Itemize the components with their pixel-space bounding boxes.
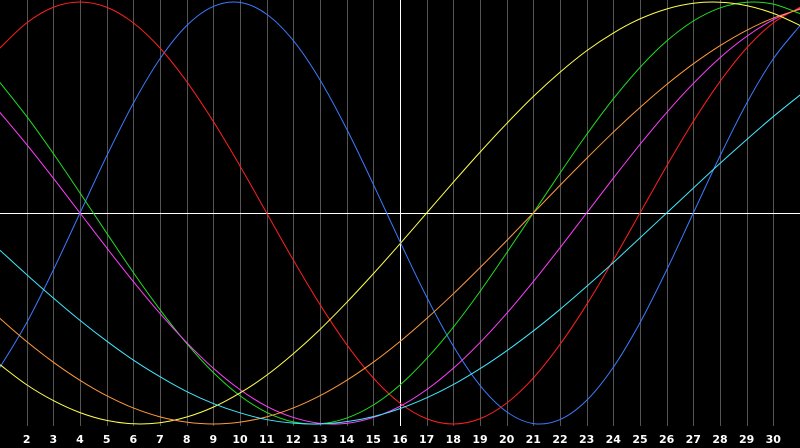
series-line-3 [0, 1, 800, 425]
x-tick-label: 30 [766, 433, 782, 446]
x-tick-label: 3 [49, 433, 57, 446]
x-tick-label: 27 [686, 433, 701, 446]
x-axis-tick-labels: 2 3 4 5 6 7 8 9 10 11 12 13 14 15 16 17 18 19 20 21 22 23 24 25… [23, 433, 781, 446]
x-tick-label: 25 [632, 433, 647, 446]
x-tick-label: 4 [76, 433, 84, 446]
x-tick-label: 12 [286, 433, 301, 446]
x-tick-label: 20 [499, 433, 515, 446]
x-tick-label: 22 [552, 433, 567, 446]
x-tick-label: 13 [312, 433, 327, 446]
x-tick-label: 26 [659, 433, 675, 446]
x-tick-label: 8 [183, 433, 191, 446]
x-tick-label: 29 [739, 433, 754, 446]
series-lines [0, 1, 800, 425]
series-line-5 [0, 1, 800, 425]
x-tick-label: 5 [103, 433, 111, 446]
x-tick-label: 23 [579, 433, 594, 446]
x-tick-label: 6 [129, 433, 137, 446]
x-tick-label: 18 [446, 433, 461, 446]
x-tick-label: 2 [23, 433, 31, 446]
series-line-7 [0, 94, 800, 425]
x-tick-label: 7 [156, 433, 164, 446]
x-tick-label: 10 [232, 433, 248, 446]
x-tick-label: 16 [392, 433, 408, 446]
x-tick-label: 11 [259, 433, 274, 446]
x-tick-label: 19 [472, 433, 487, 446]
x-tick-label: 28 [712, 433, 727, 446]
x-tick-label: 9 [209, 433, 217, 446]
series-line-4 [0, 8, 800, 425]
x-tick-label: 14 [339, 433, 355, 446]
x-tick-label: 24 [606, 433, 622, 446]
x-tick-label: 21 [526, 433, 541, 446]
x-tick-label: 15 [366, 433, 381, 446]
series-line-6 [0, 8, 800, 425]
x-tick-label: 17 [419, 433, 434, 446]
series-line-1 [0, 1, 800, 425]
series-line-2 [0, 1, 800, 425]
